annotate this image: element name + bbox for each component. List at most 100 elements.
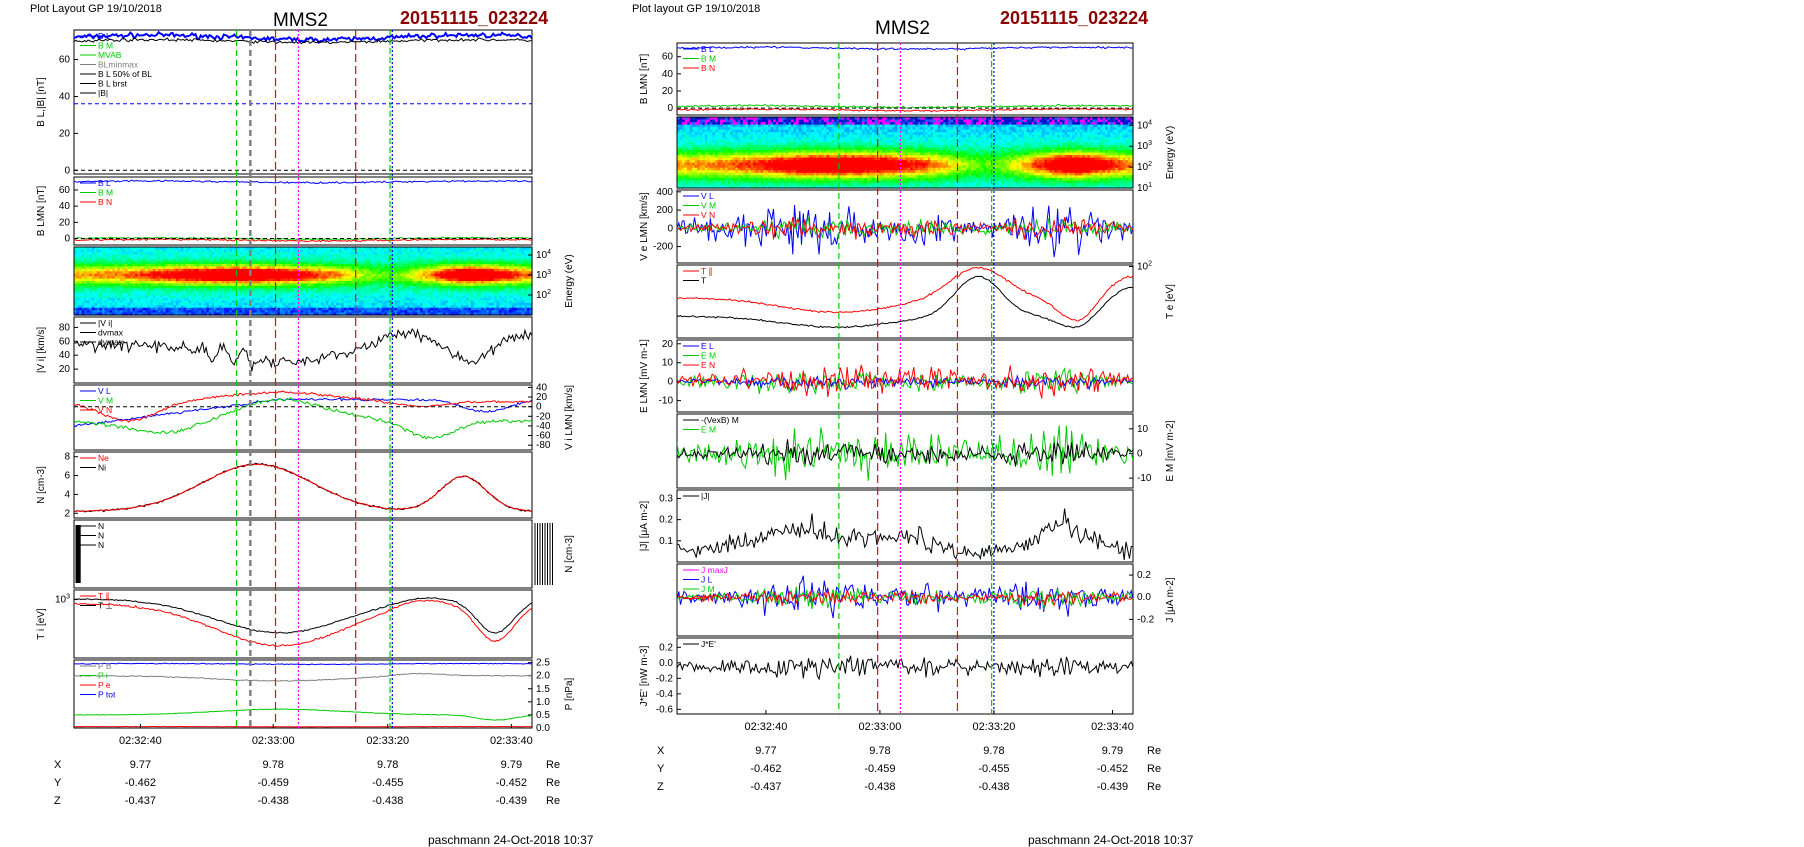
ephemeris-value: 9.78	[263, 759, 284, 771]
tick-label: 1.5	[536, 684, 550, 695]
tick-label: 104	[536, 249, 551, 261]
legend-entry: T	[701, 276, 706, 286]
tick-label: 40	[59, 350, 71, 361]
tick-label: 40	[59, 91, 71, 102]
ephemeris-unit: Re	[1147, 781, 1161, 793]
legend-entry: P B	[98, 661, 112, 671]
series-group	[74, 180, 532, 242]
time-tick-label: 02:33:40	[490, 735, 533, 747]
legend: P BP iP eP tot	[80, 661, 116, 700]
tick-label: 101	[1137, 182, 1152, 194]
panel-7: 0.30.20.1|J| [μA m-2]|J|	[639, 490, 1133, 562]
ephemeris-value: -0.452	[496, 777, 527, 789]
legend-entry: B N	[701, 63, 715, 73]
tick-label: 80	[59, 322, 71, 333]
y-axis-label: |V i| [km/s]	[36, 327, 47, 374]
tick-label: 6	[64, 471, 70, 482]
series-p-e-line	[74, 726, 532, 727]
ephemeris-value: -0.438	[258, 795, 289, 807]
legend-entry: B L	[98, 178, 111, 188]
tick-label: 0.0	[536, 723, 550, 734]
series-group	[74, 329, 532, 371]
y-axis-label: T i [eV]	[36, 608, 47, 640]
ephemeris-value: 9.77	[130, 759, 151, 771]
series-group	[74, 598, 532, 647]
ephemeris-value: -0.459	[258, 777, 289, 789]
tick-label: 102	[1137, 161, 1152, 173]
legend-entry: J maxJ	[701, 565, 728, 575]
series-group	[74, 391, 532, 439]
tick-label: -10	[659, 396, 674, 407]
tick-label: -0.4	[656, 689, 674, 700]
tick-label: 103	[55, 594, 70, 606]
legend-entry: P tot	[98, 690, 116, 700]
tick-label: 0.2	[1137, 570, 1151, 581]
tick-label: -0.2	[656, 673, 674, 684]
tick-label: -200	[653, 242, 673, 253]
energy-spectrogram	[74, 247, 533, 316]
series-group	[677, 205, 1133, 257]
tick-label: 400	[656, 187, 673, 198]
ephemeris-value: 9.79	[501, 759, 522, 771]
series-j-e--line	[677, 656, 1133, 679]
series-t--line	[74, 598, 532, 633]
tick-label: 10	[662, 358, 674, 369]
y-axis-label: Energy (eV)	[564, 254, 575, 307]
series-b-l-line	[74, 180, 532, 183]
legend-entry: T ∥	[701, 266, 713, 276]
time-tick-label: 02:33:20	[973, 721, 1016, 733]
ephemeris-unit: Re	[1147, 745, 1161, 757]
panel-7: N [cm-3]NNN	[74, 520, 575, 588]
time-tick-label: 02:33:20	[366, 735, 409, 747]
legend-entry: MVAB	[98, 50, 122, 60]
series-group	[677, 576, 1133, 618]
legend: J*E'	[683, 639, 716, 649]
ephemeris-row-label: Z	[657, 781, 664, 793]
tick-label: 0.1	[659, 536, 673, 547]
legend-entry: P i	[98, 671, 108, 681]
ephemeris-value: -0.439	[496, 795, 527, 807]
tick-label: -80	[536, 440, 551, 451]
ephemeris-value: -0.462	[125, 777, 156, 789]
tick-label: 0.0	[659, 658, 673, 669]
y-axis-label: J [μA m-2]	[1165, 577, 1176, 622]
tick-label: 60	[59, 185, 71, 196]
ephemeris-unit: Re	[546, 759, 560, 771]
tick-label: 103	[536, 269, 551, 281]
tick-label: 20	[59, 217, 71, 228]
legend-entry: V M	[98, 396, 113, 406]
ephemeris-row-label: Z	[54, 795, 61, 807]
legend: |J|	[683, 491, 710, 501]
series-p-tot-line	[74, 663, 532, 665]
legend-entry: B L	[98, 31, 111, 41]
series-p-i-line	[74, 709, 532, 720]
ephemeris-value: -0.437	[750, 781, 781, 793]
legend-entry: dvmax	[98, 328, 124, 338]
tick-label: -0.2	[1137, 614, 1155, 625]
y-axis-label: B LMN [nT]	[639, 54, 650, 105]
y-axis-label: |J| [μA m-2]	[639, 501, 650, 552]
ephemeris-value: -0.455	[372, 777, 403, 789]
tick-label: 20	[662, 86, 674, 97]
legend-entry: P e	[98, 680, 111, 690]
series-v-n-line	[74, 391, 532, 422]
series-v-m-line	[677, 218, 1133, 240]
tick-label: 40	[59, 201, 71, 212]
time-tick-label: 02:33:40	[1091, 721, 1134, 733]
tick-label: 102	[1137, 260, 1152, 272]
y-axis-label: Energy (eV)	[1165, 126, 1176, 179]
legend: -(VexB) ME M	[683, 415, 739, 435]
series-ni-line	[74, 463, 532, 512]
energy-spectrogram	[677, 117, 1134, 189]
series-group	[74, 463, 532, 512]
